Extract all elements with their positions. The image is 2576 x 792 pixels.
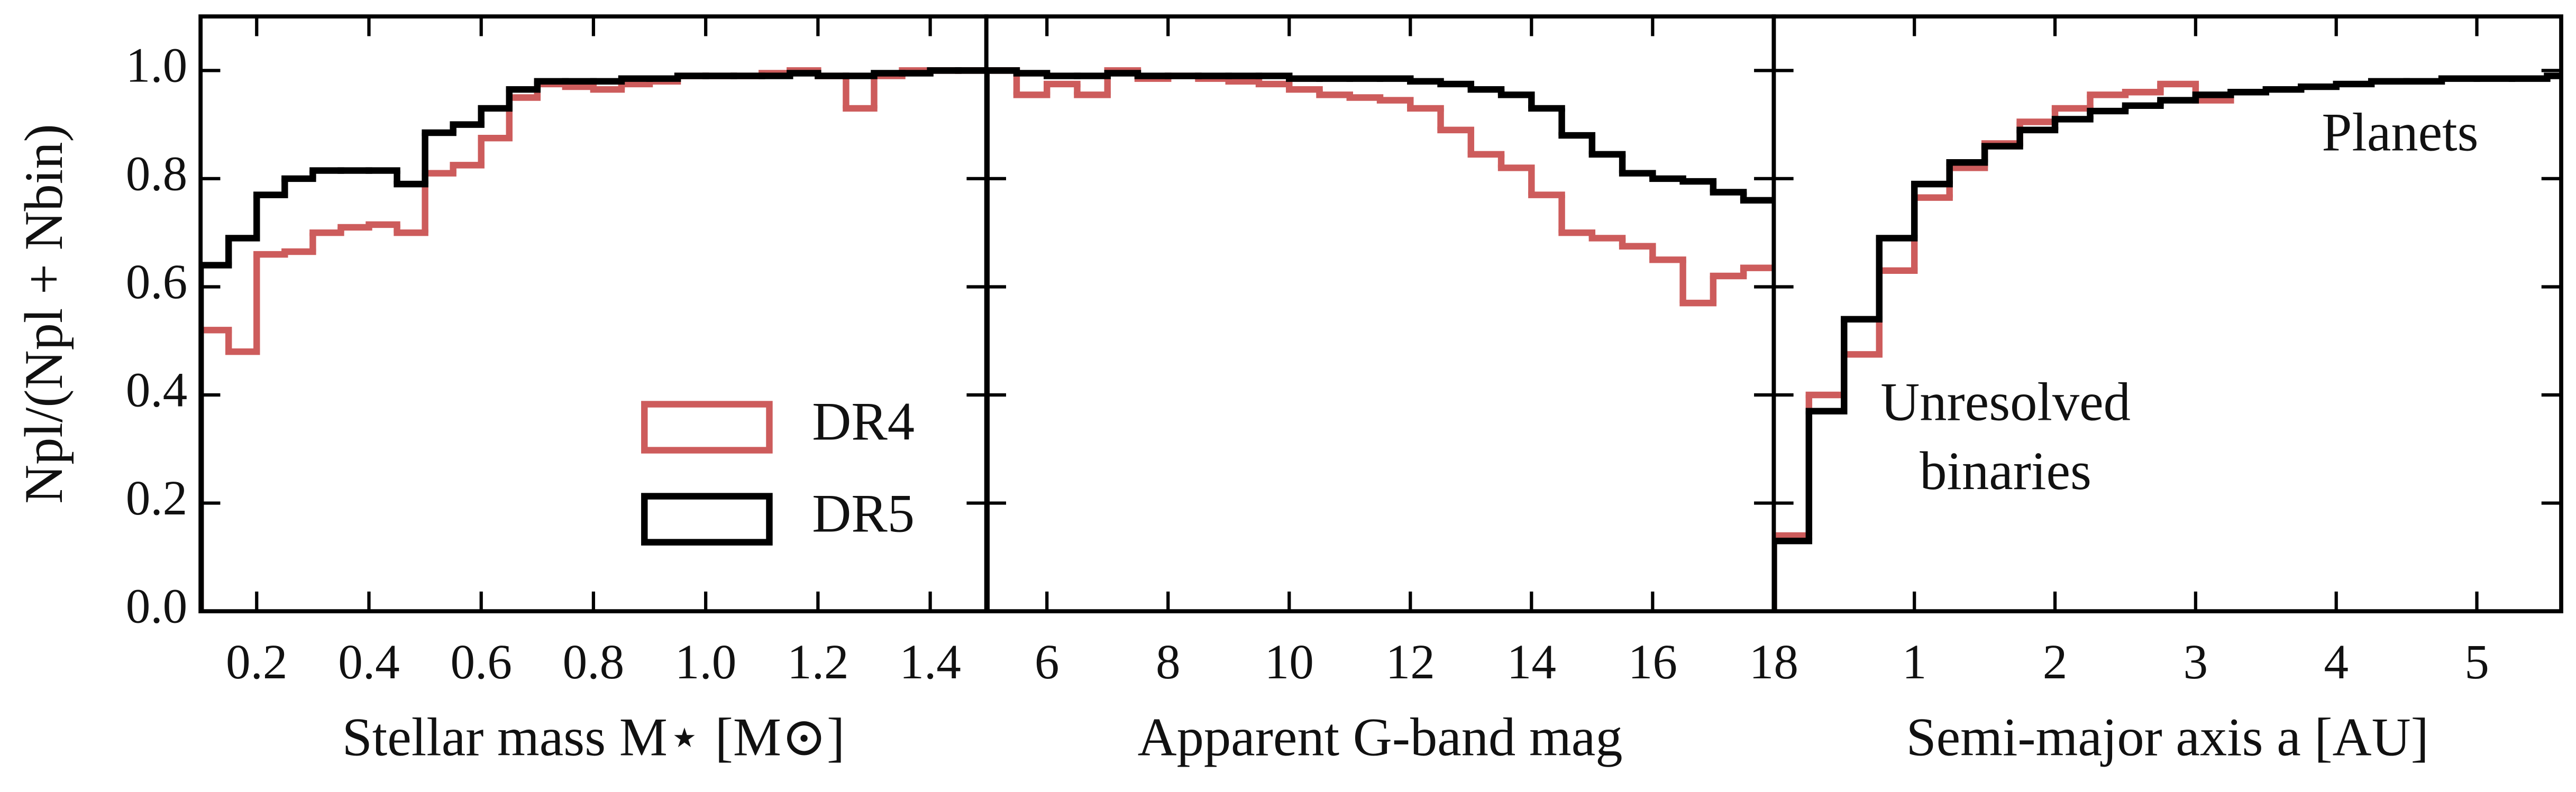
x-tick-label: 16 bbox=[1628, 635, 1677, 689]
legend-swatch bbox=[641, 493, 773, 546]
annotation: Unresolved bbox=[1880, 372, 2131, 432]
y-tick-label: 0.4 bbox=[126, 363, 188, 417]
x-tick-label: 4 bbox=[2324, 635, 2349, 689]
plot-area bbox=[1774, 72, 2562, 612]
x-tick-label: 10 bbox=[1265, 635, 1314, 689]
axes-frame bbox=[1771, 14, 2563, 614]
x-tick-label: 1 bbox=[1902, 635, 1927, 689]
x-tick-label: 5 bbox=[2464, 635, 2489, 689]
x-axis-label: Semi-major axis a [AU] bbox=[1906, 707, 2429, 767]
y-tick-label: 0.6 bbox=[126, 255, 188, 309]
legend-label: DR4 bbox=[812, 392, 915, 452]
y-tick-label: 0.0 bbox=[126, 579, 188, 634]
x-tick-label: 1.2 bbox=[787, 635, 849, 689]
annotation: binaries bbox=[1920, 441, 2091, 501]
x-axis-label: Apparent G-band mag bbox=[1138, 707, 1623, 767]
axes-frame bbox=[984, 14, 1776, 614]
legend-label: DR5 bbox=[812, 484, 915, 544]
x-tick-label: 1.0 bbox=[675, 635, 737, 689]
y-tick-label: 0.2 bbox=[126, 471, 188, 526]
plot-area bbox=[986, 67, 1774, 612]
legend-swatch bbox=[641, 401, 773, 454]
x-axis-label: Stellar mass M⋆ [M⊙] bbox=[342, 707, 845, 767]
x-tick-label: 3 bbox=[2184, 635, 2208, 689]
x-tick-label: 0.8 bbox=[563, 635, 625, 689]
x-tick-label: 0.2 bbox=[226, 635, 288, 689]
x-tick-label: 0.4 bbox=[338, 635, 400, 689]
x-tick-label: 14 bbox=[1507, 635, 1556, 689]
x-tick-label: 1.4 bbox=[899, 635, 961, 689]
annotation: Planets bbox=[2322, 103, 2478, 163]
x-tick-label: 2 bbox=[2043, 635, 2068, 689]
x-tick-label: 6 bbox=[1035, 635, 1059, 689]
x-tick-label: 12 bbox=[1386, 635, 1435, 689]
x-tick-label: 8 bbox=[1156, 635, 1181, 689]
y-axis-label: Npl/(Npl + Nbin) bbox=[14, 124, 74, 504]
x-tick-label: 0.6 bbox=[450, 635, 512, 689]
y-tick-label: 0.8 bbox=[126, 146, 188, 201]
x-tick-label: 18 bbox=[1749, 635, 1798, 689]
y-tick-label: 1.0 bbox=[126, 39, 188, 93]
